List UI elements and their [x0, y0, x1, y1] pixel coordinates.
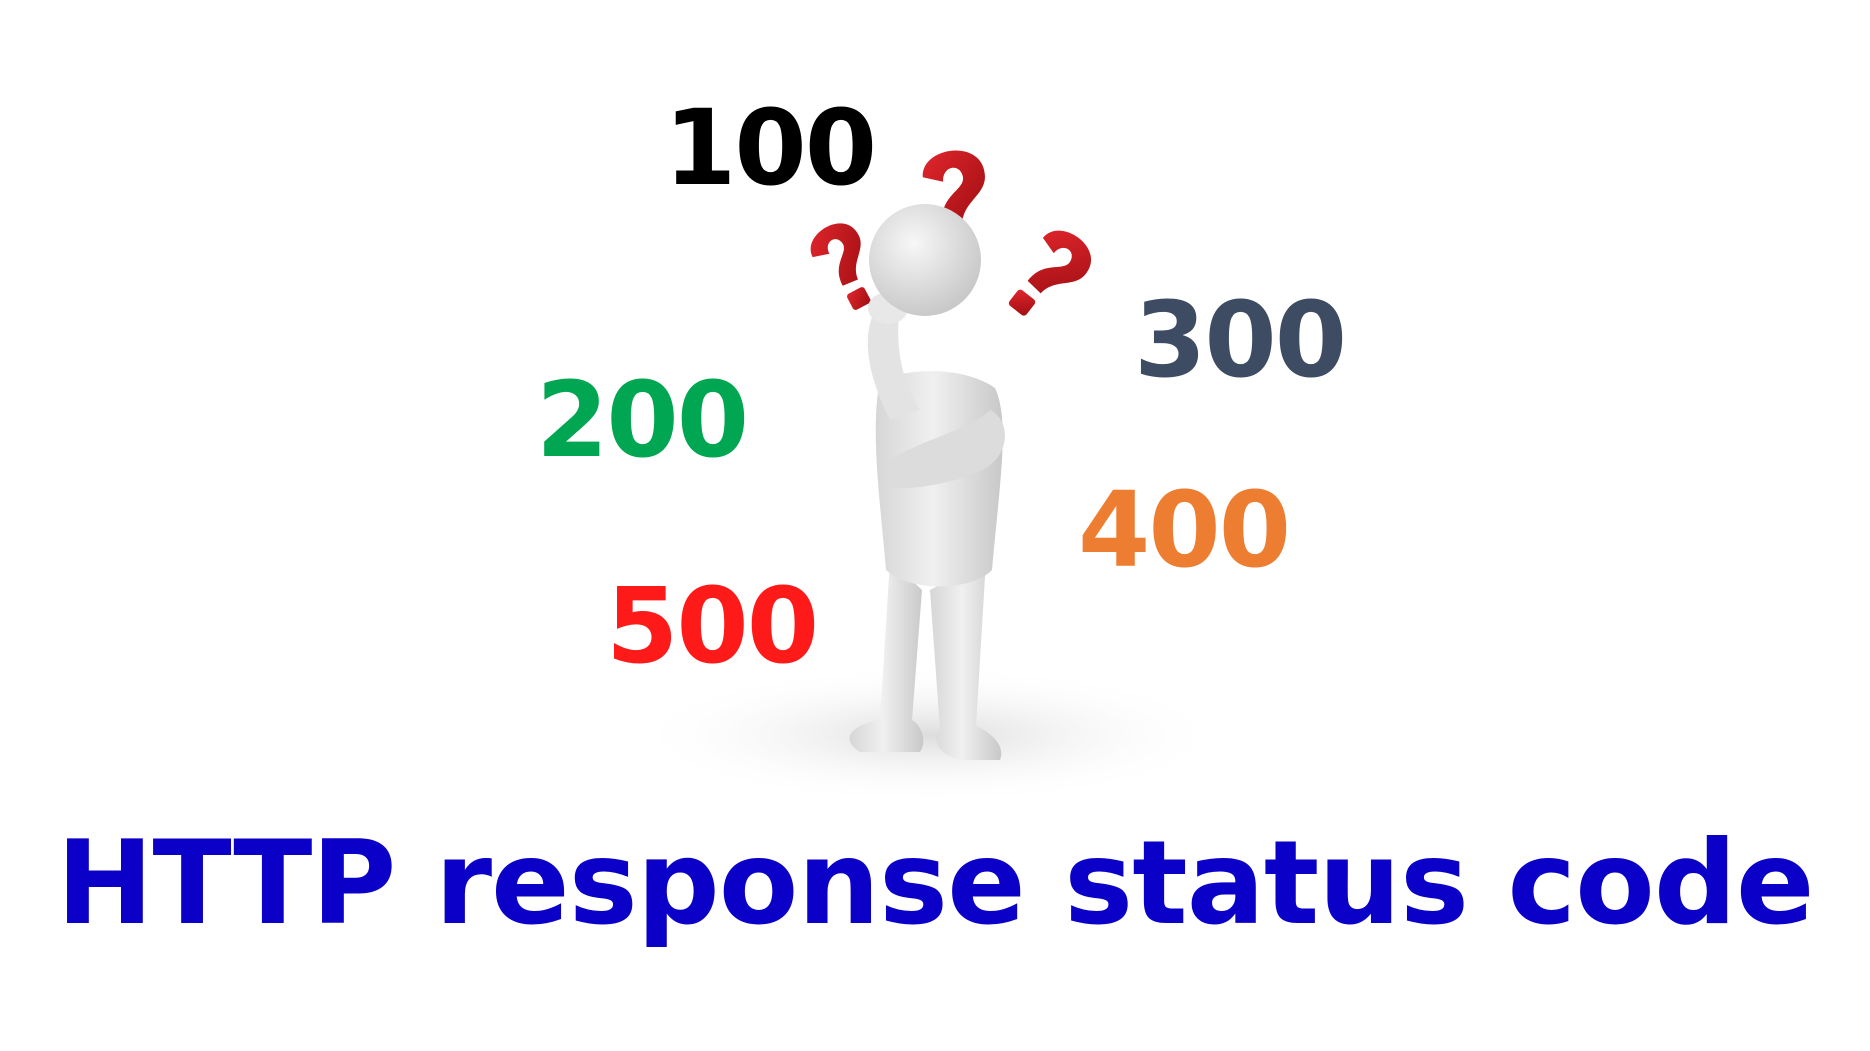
person-leg: [930, 560, 1002, 760]
question-mark-icon: [1008, 230, 1091, 316]
question-mark-icon: [810, 223, 871, 310]
status-code-100: 100: [664, 87, 877, 209]
floor-shadow: [630, 665, 1230, 800]
person-head: [869, 204, 981, 316]
status-code-200: 200: [536, 359, 749, 481]
status-code-500: 500: [606, 565, 819, 687]
person-arm: [890, 410, 1005, 489]
page-title: HTTP response status code: [56, 816, 1814, 951]
person-leg: [849, 560, 924, 752]
thinking-person-icon: [630, 150, 1230, 800]
person-arm: [867, 308, 920, 420]
status-code-400: 400: [1078, 469, 1291, 591]
status-code-300: 300: [1134, 279, 1347, 401]
